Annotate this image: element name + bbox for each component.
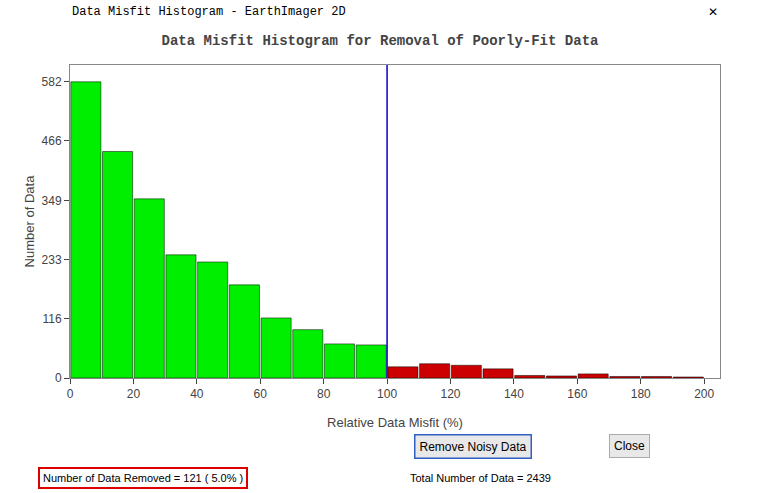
svg-text:Total Number of Data = 2439: Total Number of Data = 2439 bbox=[410, 472, 551, 484]
svg-text:349: 349 bbox=[42, 194, 62, 208]
svg-text:40: 40 bbox=[190, 387, 204, 401]
svg-text:116: 116 bbox=[42, 312, 61, 326]
svg-text:Data Misfit Histogram - EarthI: Data Misfit Histogram - EarthImager 2D bbox=[72, 5, 346, 19]
svg-text:Number of Data Removed = 121 (: Number of Data Removed = 121 ( 5.0% ) bbox=[43, 472, 243, 484]
svg-text:Number of Data: Number of Data bbox=[22, 175, 37, 268]
svg-text:180: 180 bbox=[631, 387, 651, 401]
svg-text:20: 20 bbox=[127, 387, 141, 401]
svg-text:160: 160 bbox=[567, 387, 587, 401]
svg-text:Data Misfit Histogram for Remo: Data Misfit Histogram for Removal of Poo… bbox=[162, 33, 599, 49]
svg-text:Relative Data Misfit (%): Relative Data Misfit (%) bbox=[327, 415, 463, 430]
svg-text:Remove Noisy Data: Remove Noisy Data bbox=[420, 440, 527, 454]
svg-text:140: 140 bbox=[504, 387, 524, 401]
svg-text:466: 466 bbox=[42, 134, 62, 148]
svg-text:80: 80 bbox=[317, 387, 331, 401]
svg-text:Close: Close bbox=[614, 439, 645, 453]
svg-text:233: 233 bbox=[42, 253, 62, 267]
svg-text:60: 60 bbox=[254, 387, 268, 401]
svg-text:200: 200 bbox=[694, 387, 714, 401]
svg-text:100: 100 bbox=[377, 387, 397, 401]
svg-text:0: 0 bbox=[55, 371, 62, 385]
svg-text:582: 582 bbox=[42, 75, 62, 89]
svg-text:✕: ✕ bbox=[708, 5, 718, 19]
svg-text:120: 120 bbox=[440, 387, 460, 401]
svg-text:0: 0 bbox=[67, 387, 74, 401]
